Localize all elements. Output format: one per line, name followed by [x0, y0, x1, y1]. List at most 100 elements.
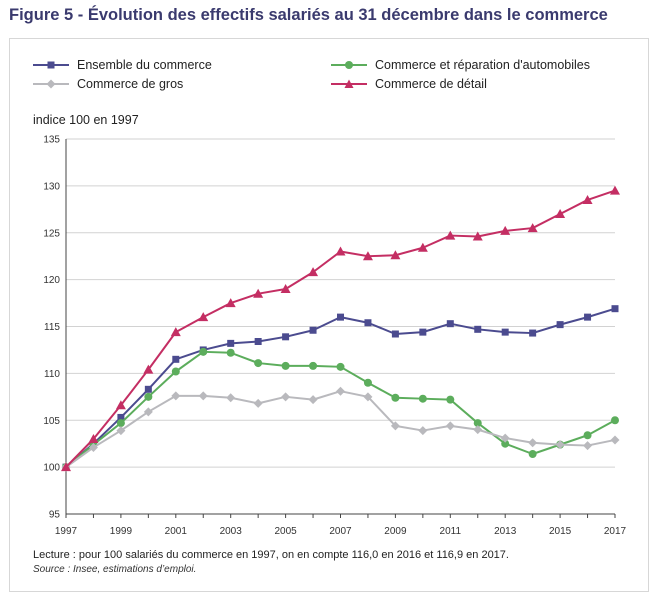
data-point	[390, 421, 400, 431]
data-point	[309, 361, 318, 370]
data-point	[254, 359, 263, 368]
data-point	[117, 413, 125, 421]
data-point	[583, 431, 592, 440]
data-point	[583, 441, 593, 451]
y-tick-label: 120	[43, 275, 60, 286]
y-tick-label: 125	[43, 228, 60, 239]
data-point	[473, 419, 482, 428]
data-point	[611, 416, 619, 425]
data-point	[144, 392, 153, 401]
data-point	[582, 194, 593, 204]
legend-triangle-marker-icon	[331, 79, 367, 88]
data-point	[584, 313, 592, 321]
legend-label: Commerce et réparation d'automobiles	[375, 58, 590, 72]
data-point	[308, 267, 319, 277]
data-point	[226, 348, 235, 357]
x-tick-label: 2015	[549, 526, 572, 537]
data-point	[88, 442, 98, 452]
x-tick-label: 2005	[274, 526, 297, 537]
data-point	[199, 347, 208, 356]
data-point	[473, 425, 483, 435]
data-point	[555, 440, 565, 450]
data-point	[474, 325, 482, 333]
data-point	[418, 394, 427, 403]
x-tick-label: 2003	[220, 526, 243, 537]
chart-panel	[9, 38, 649, 592]
data-point	[337, 313, 344, 321]
data-point	[198, 391, 208, 401]
y-tick-label: 100	[43, 463, 60, 474]
reading-note: Lecture : pour 100 salariés du commerce …	[33, 549, 509, 561]
data-point	[115, 400, 126, 410]
x-tick-label: 1997	[55, 526, 78, 537]
data-point	[527, 223, 538, 233]
data-point	[501, 328, 509, 336]
y-tick-label: 105	[43, 416, 60, 427]
data-point	[253, 288, 264, 298]
data-point	[390, 250, 401, 260]
data-point	[364, 319, 372, 327]
data-point	[88, 434, 99, 443]
legend-item-gros: Commerce de gros	[33, 77, 183, 91]
y-tick-label: 95	[49, 510, 61, 521]
x-tick-label: 2009	[384, 526, 407, 537]
data-point	[116, 419, 125, 428]
data-point	[611, 305, 619, 313]
y-tick-label: 115	[44, 322, 60, 333]
data-point	[172, 355, 180, 363]
data-point	[391, 330, 399, 338]
legend-label: Ensemble du commerce	[77, 58, 212, 72]
data-point	[555, 209, 566, 218]
legend-item-detail: Commerce de détail	[331, 77, 487, 91]
data-point	[336, 362, 345, 371]
data-point	[446, 395, 455, 404]
data-point	[253, 398, 263, 408]
data-point	[171, 367, 180, 376]
data-point	[171, 391, 181, 401]
data-point	[309, 326, 317, 334]
data-point	[500, 433, 510, 443]
data-point	[529, 329, 537, 337]
x-tick-label: 2011	[440, 526, 462, 537]
data-point	[446, 320, 454, 328]
data-point	[308, 395, 318, 405]
legend-diamond-marker-icon	[33, 79, 69, 89]
data-point	[335, 246, 346, 256]
data-point	[227, 339, 235, 347]
data-point	[610, 435, 620, 445]
data-point	[417, 242, 428, 252]
x-tick-label: 1999	[110, 526, 133, 537]
y-tick-label: 110	[44, 369, 60, 380]
data-point	[143, 407, 153, 417]
data-point	[143, 364, 154, 374]
legend-label: Commerce de gros	[77, 77, 184, 91]
data-point	[528, 450, 537, 458]
y-tick-label: 135	[43, 135, 60, 146]
data-point	[225, 298, 236, 308]
data-point	[116, 426, 126, 436]
data-point	[445, 230, 456, 240]
data-point	[556, 321, 564, 329]
x-tick-label: 2007	[329, 526, 352, 537]
data-point	[336, 386, 345, 396]
legend-item-automobiles: Commerce et réparation d'automobiles	[331, 58, 590, 72]
line-chart: 95 100 105 110 115 120 125 130 135 1997 1999 2001 20…	[43, 135, 626, 538]
data-point	[144, 385, 152, 393]
legend-square-marker-icon	[33, 61, 69, 69]
x-tick-label: 2013	[494, 526, 517, 537]
x-tick-label: 2001	[165, 526, 188, 537]
data-point	[445, 421, 455, 431]
data-point	[61, 462, 71, 472]
data-point	[198, 312, 209, 322]
figure-title: Figure 5 - Évolution des effectifs salar…	[9, 6, 608, 24]
data-point	[170, 327, 181, 337]
data-point	[362, 251, 373, 261]
data-point	[472, 231, 483, 241]
legend-item-ensemble: Ensemble du commerce	[33, 58, 212, 72]
data-point	[418, 426, 428, 436]
data-point	[528, 438, 538, 448]
source-note: Source : Insee, estimations d’emploi.	[33, 564, 197, 575]
data-point	[419, 328, 427, 336]
data-point	[281, 361, 290, 370]
y-tick-label: 130	[43, 181, 60, 192]
